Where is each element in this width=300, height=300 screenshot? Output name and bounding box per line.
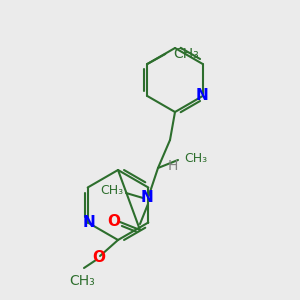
Text: H: H [168,159,178,173]
Text: N: N [82,215,95,230]
Text: N: N [195,88,208,104]
Text: CH₃: CH₃ [69,274,95,288]
Text: O: O [92,250,106,265]
Text: N: N [141,190,153,206]
Text: CH₃: CH₃ [100,184,123,197]
Text: O: O [107,214,121,229]
Text: CH₃: CH₃ [173,47,199,61]
Text: CH₃: CH₃ [184,152,207,164]
